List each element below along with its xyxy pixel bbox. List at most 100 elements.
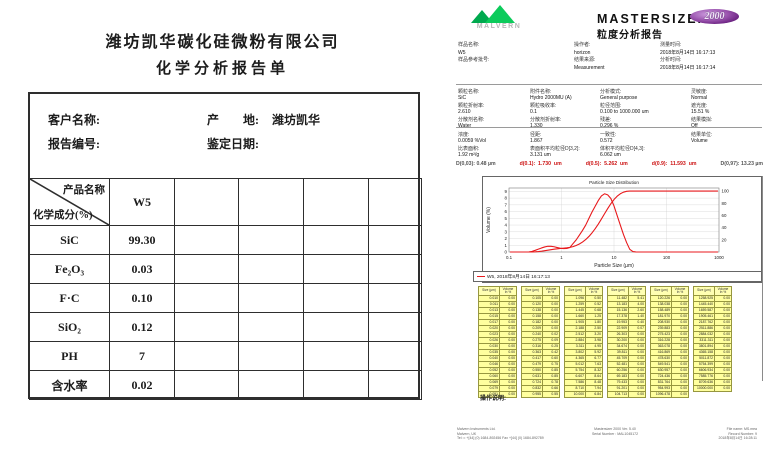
volume-header-cell: Volume In % bbox=[585, 286, 603, 296]
empty-cell bbox=[368, 341, 422, 371]
size-distribution-tables: Size (µm) Volume In % 0.010 0.00 0.011 0.00 0.… bbox=[478, 286, 760, 398]
left-tick-label: 0 bbox=[505, 250, 508, 255]
malvern-logo-icon: MALVERN bbox=[468, 4, 530, 31]
param-column: 浓度: 0.0059 %Vol 比表面积: 1.92 m²/g bbox=[458, 130, 486, 158]
volume-cell: 0.55 bbox=[542, 391, 560, 398]
size-table-header-row: Size (µm) Volume In % bbox=[521, 286, 560, 296]
empty-cell bbox=[303, 312, 369, 342]
param-value: 1.92 m²/g bbox=[458, 152, 480, 158]
left-tick-label: 1 bbox=[505, 243, 508, 248]
param-label: 分散剂名称: bbox=[458, 117, 485, 123]
left-tick-label: 6 bbox=[505, 209, 508, 214]
right-tick-label: 100 bbox=[722, 189, 730, 194]
param-label: 结果模拟: bbox=[691, 117, 713, 123]
component-row: PH 7 bbox=[29, 341, 422, 371]
corner-composition-label: 化学成分(%) bbox=[33, 210, 93, 221]
empty-cell bbox=[174, 370, 239, 400]
component-row: Fe₂O₃ 0.03 bbox=[29, 254, 422, 284]
param-value: 1.867 bbox=[530, 138, 543, 144]
footer-instrument: Mastersizer 2000 Ver. 5.40 Serial Number … bbox=[550, 427, 680, 436]
empty-cell bbox=[174, 283, 239, 313]
legend-label: W5, 2018年8月14日 16:17:13 bbox=[487, 275, 550, 280]
component-value-cell: 99.30 bbox=[109, 225, 175, 255]
component-value-cell: 0.12 bbox=[109, 312, 175, 342]
frequency-curve bbox=[510, 193, 718, 253]
size-table-header-row: Size (µm) Volume In % bbox=[650, 286, 689, 296]
x-tick-label: 10 bbox=[612, 255, 617, 260]
component-row: SiC 99.30 bbox=[29, 225, 422, 255]
param-value: 3.131 um bbox=[530, 152, 551, 158]
size-header-cell: Size (µm) bbox=[521, 286, 543, 296]
size-table-header-row: Size (µm) Volume In % bbox=[564, 286, 603, 296]
info-label: 分析时间: bbox=[660, 57, 682, 64]
param-value: 0.0059 %Vol bbox=[458, 138, 487, 144]
info-value: horizon bbox=[574, 49, 591, 56]
component-label-cell: Fe₂O₃ bbox=[29, 254, 110, 284]
product-header-cell: W5 bbox=[109, 178, 175, 226]
info-label: 样品参考批号: bbox=[458, 57, 490, 64]
empty-cell bbox=[238, 225, 304, 255]
chemical-report-page: 潍坊凯华碳化硅微粉有限公司 化学分析报告单 客户名称: 产 地: 潍坊凯华 报告… bbox=[28, 34, 422, 400]
origin-value: 潍坊凯华 bbox=[272, 113, 321, 127]
info-label: 测量时间: bbox=[660, 42, 682, 48]
size-table: Size (µm) Volume In % 1258.925 0.00 1445.440… bbox=[693, 286, 732, 392]
empty-cell bbox=[368, 370, 422, 400]
info-label: 样品名称: bbox=[458, 42, 480, 48]
param-label: 灵敏度: bbox=[691, 89, 708, 95]
size-table-header-row: Size (µm) Volume In % bbox=[607, 286, 646, 296]
param-column: 颗粒名称: SiC 颗粒折射率: 2.610 分散剂名称: Water bbox=[458, 87, 484, 129]
right-tick-label: 40 bbox=[722, 225, 727, 230]
d-value-red: d(0.5): 5.262 um bbox=[585, 161, 628, 167]
x-tick-label: 1000 bbox=[714, 255, 724, 260]
left-tick-label: 7 bbox=[505, 202, 508, 207]
footer-line: Malvern, UK bbox=[457, 431, 477, 436]
param-value: 0.296 % bbox=[600, 123, 619, 129]
footer-company: Malvern Instruments Ltd. Malvern, UK Tel :… bbox=[457, 427, 577, 441]
empty-cell bbox=[238, 283, 304, 313]
info-value: W5 bbox=[458, 49, 466, 56]
empty-cell bbox=[303, 283, 369, 313]
left-tick-label: 3 bbox=[505, 229, 508, 234]
particle-size-chart: Particle Size Distribution 0 1 2 3 4 5 6 7 8 9 20 40… bbox=[482, 176, 762, 283]
param-value: Off bbox=[691, 123, 698, 129]
x-tick-label: 0.1 bbox=[506, 255, 513, 260]
empty-header-cell bbox=[368, 178, 422, 226]
info-value: 2018年8月14日 16:17:13 bbox=[660, 49, 716, 56]
param-label: 表面积平均粒径D[3,2]: bbox=[530, 146, 580, 152]
x-tick-label: 1 bbox=[560, 255, 563, 260]
empty-header-cell bbox=[174, 178, 239, 226]
footer-line: Record Number: 9 bbox=[728, 431, 757, 436]
customer-label: 客户名称: bbox=[48, 113, 100, 127]
param-label: 比表面积: bbox=[458, 146, 480, 152]
volume-cell: 0.00 bbox=[671, 391, 689, 398]
info-label: 结果来源: bbox=[574, 57, 596, 64]
size-row: 363.078 0.00 bbox=[650, 343, 689, 350]
size-cell: 1096.478 bbox=[650, 391, 672, 398]
param-label: 附件名称: bbox=[530, 89, 552, 95]
matrix-header-row: 产品名称 化学成分(%) W5 bbox=[29, 178, 422, 226]
param-value: 15.51 % bbox=[691, 109, 710, 115]
diagonal-header-cell: 产品名称 化学成分(%) bbox=[29, 178, 110, 226]
right-tick-label: 60 bbox=[722, 213, 727, 218]
divider bbox=[456, 127, 762, 128]
volume-cell: 0.00 bbox=[714, 385, 732, 392]
d-value-red: d(0.9): 11.593 um bbox=[651, 161, 697, 167]
info-value bbox=[458, 65, 489, 73]
param-column: 结果单位: Volume bbox=[691, 130, 712, 144]
size-row: 104.713 0.00 bbox=[607, 391, 646, 398]
volume-header-cell: Volume In % bbox=[499, 286, 517, 296]
component-label-cell: PH bbox=[29, 341, 110, 371]
component-label-cell: 含水率 bbox=[29, 370, 110, 400]
empty-cell bbox=[368, 312, 422, 342]
left-tick-label: 9 bbox=[505, 189, 508, 194]
param-value: 6.062 um bbox=[600, 152, 621, 158]
component-value-cell: 7 bbox=[109, 341, 175, 371]
param-value: 2.610 bbox=[458, 109, 471, 115]
param-column: 径距: 1.867 表面积平均粒径D[3,2]: 3.131 um bbox=[530, 130, 580, 158]
param-label: 体积平均粒径D[4,3]: bbox=[600, 146, 645, 152]
component-value-cell: 0.02 bbox=[109, 370, 175, 400]
particle-report-title: 粒度分析报告 bbox=[597, 30, 663, 41]
operator-notes-label: 操作说明: bbox=[480, 396, 506, 402]
diagonal-line-icon bbox=[30, 179, 109, 225]
